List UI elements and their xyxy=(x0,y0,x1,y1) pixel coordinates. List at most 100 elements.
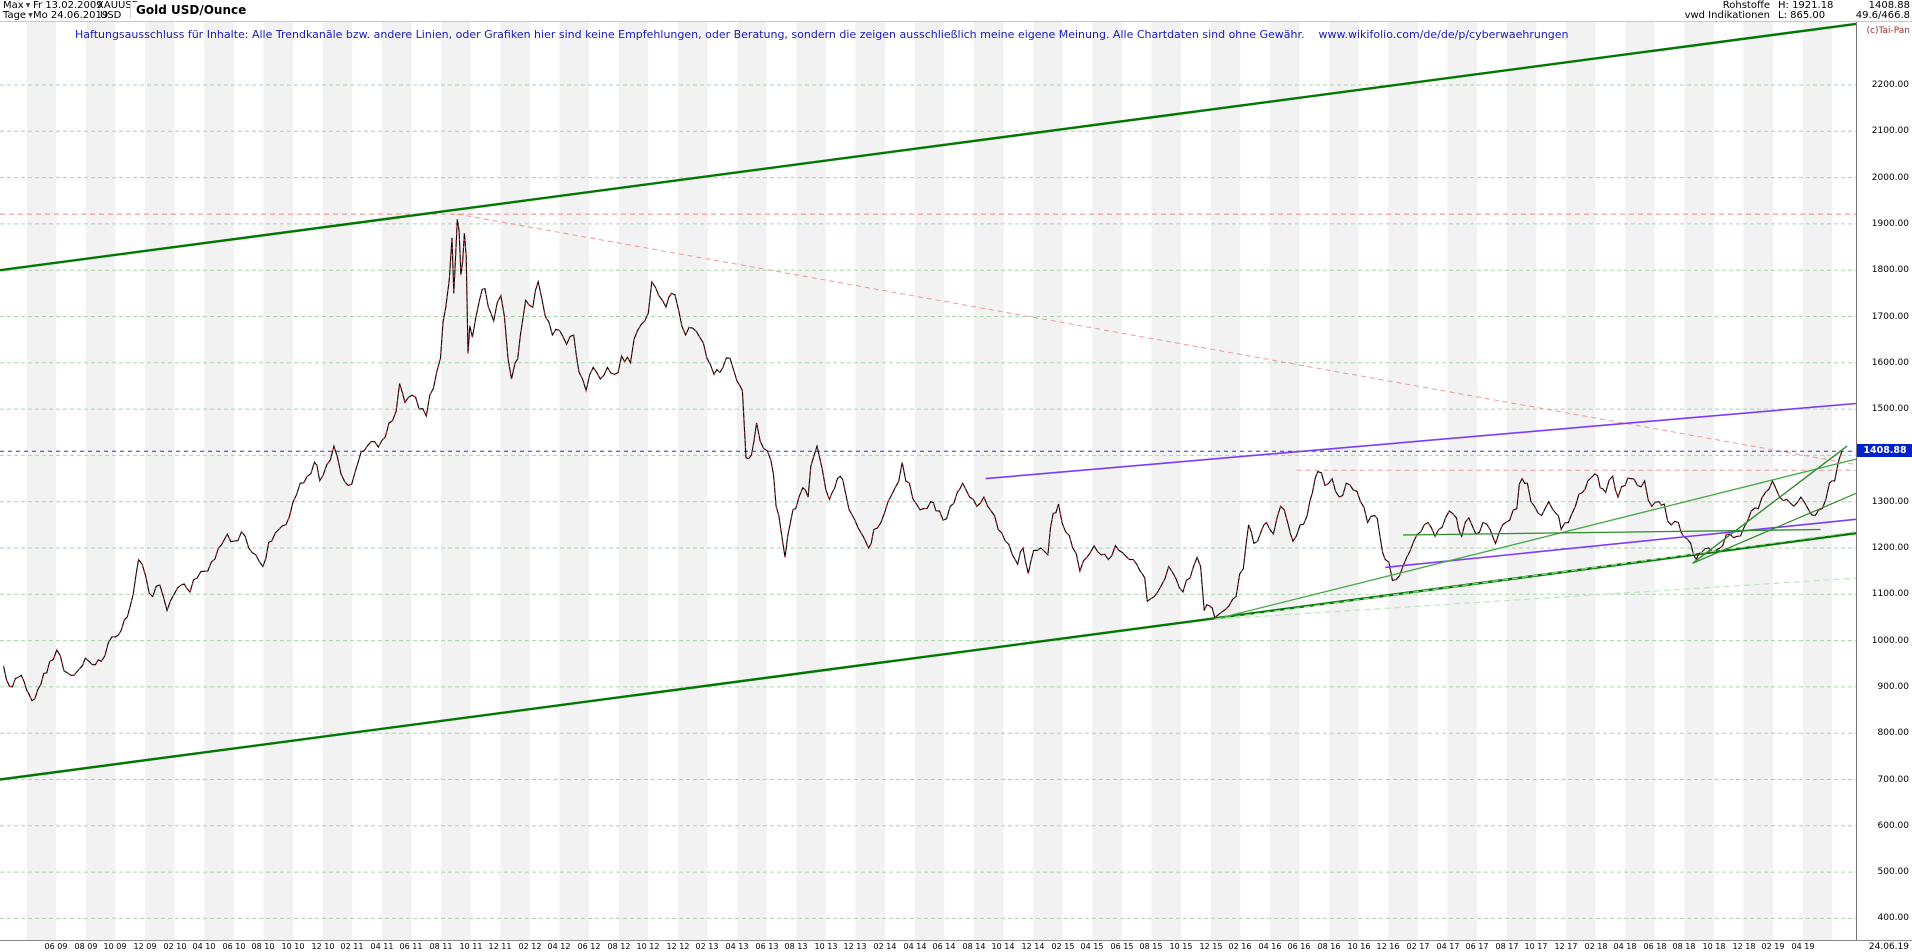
month-stripes xyxy=(26,22,1833,940)
time-axis[interactable]: 24.06.19 06 09 08 09 10 09 12 09 02 10 04 10 0… xyxy=(0,940,1912,952)
chart-title: Gold USD/Ounce xyxy=(130,2,257,18)
range-dropdown[interactable]: Max ▼ xyxy=(3,1,30,11)
x-axis-label: 04 13 xyxy=(725,942,749,951)
x-axis-label: 02 13 xyxy=(695,942,719,951)
x-axis-label: 08 10 xyxy=(251,942,275,951)
trendline-fan-from-2015-low-flat xyxy=(1214,577,1856,620)
chart-area: Haftungsausschluss für Inhalte: Alle Tre… xyxy=(0,22,1912,952)
x-axis-label: 10 18 xyxy=(1702,942,1726,951)
x-axis-label: 06 11 xyxy=(399,942,423,951)
current-price-badge: 1408.88 xyxy=(1857,444,1912,457)
price-series-line xyxy=(3,219,1843,702)
x-axis-label: 10 11 xyxy=(459,942,483,951)
y-axis-label: 600.00 xyxy=(1877,821,1910,831)
stripe-band xyxy=(263,22,294,940)
x-axis-label: 08 09 xyxy=(74,942,98,951)
x-axis-label: 04 14 xyxy=(903,942,927,951)
start-date-field[interactable]: Fr 13.02.2009 xyxy=(33,0,103,11)
x-axis-label: 04 17 xyxy=(1436,942,1460,951)
period-high-label: H: 1921.18 xyxy=(1778,0,1834,11)
stripe-band xyxy=(1269,22,1300,940)
period-low-label: L: 865.00 xyxy=(1778,10,1826,21)
trendline-support-2017 xyxy=(1403,528,1821,536)
gridlines xyxy=(0,84,1856,919)
x-axis-label: 12 10 xyxy=(311,942,335,951)
x-axis-label: 02 18 xyxy=(1584,942,1608,951)
x-axis-label: 10 09 xyxy=(103,942,127,951)
range-dropdown-label: Max xyxy=(3,0,24,11)
x-axis-label: 10 15 xyxy=(1169,942,1193,951)
y-axis-label: 1600.00 xyxy=(1871,358,1909,368)
y-axis-label: 1800.00 xyxy=(1871,265,1909,275)
stripe-band xyxy=(1506,22,1537,940)
trendline-fan-from-2015-low-mid xyxy=(1214,531,1856,620)
x-axis-label: 12 17 xyxy=(1554,942,1578,951)
stripe-band xyxy=(1210,22,1241,940)
x-axis-label: 06 13 xyxy=(755,942,779,951)
x-axis-label: 10 14 xyxy=(991,942,1015,951)
y-axis-label: 1700.00 xyxy=(1871,312,1909,322)
x-axis-label: 12 11 xyxy=(488,942,512,951)
y-axis-label: 1000.00 xyxy=(1871,636,1909,646)
stripe-band xyxy=(1625,22,1655,940)
stripe-band xyxy=(26,22,57,940)
x-axis-label: 10 17 xyxy=(1524,942,1548,951)
stripe-band xyxy=(381,22,412,940)
y-axis-label: 2000.00 xyxy=(1871,173,1909,183)
y-axis-label: 800.00 xyxy=(1877,728,1910,738)
x-axis-label: 06 17 xyxy=(1465,942,1489,951)
x-axis-label: 06 16 xyxy=(1287,942,1311,951)
last-price-label: 1408.88 xyxy=(1868,0,1910,11)
x-axis-label: 08 16 xyxy=(1317,942,1341,951)
x-axis-label: 04 19 xyxy=(1791,942,1815,951)
y-axis-label: 2100.00 xyxy=(1871,126,1909,136)
x-axis-label: 12 12 xyxy=(666,942,690,951)
x-axis-label: 02 17 xyxy=(1406,942,1430,951)
period-dropdown-label: Tage xyxy=(3,10,27,21)
y-axis-label: 500.00 xyxy=(1877,867,1910,877)
chart-header: Max ▼ Fr 13.02.2009 XAUUSD Tage ▼ Mo 24.06… xyxy=(0,0,1912,22)
x-axis-label: 08 17 xyxy=(1495,942,1519,951)
y-axis-label: 1300.00 xyxy=(1871,497,1909,507)
end-date-field[interactable]: Mo 24.06.2019 xyxy=(33,10,109,21)
symbol-label: XAUUSD xyxy=(97,0,140,11)
x-axis-label: 02 19 xyxy=(1761,942,1785,951)
price-axis[interactable]: (c)Tai-Pan 1408.88 2200.00 2100.00 2000.00… xyxy=(1856,22,1912,940)
stripe-band xyxy=(204,22,234,940)
stripe-band xyxy=(914,22,945,940)
chevron-down-icon: ▼ xyxy=(25,2,31,9)
x-axis-label: 12 15 xyxy=(1199,942,1223,951)
price-chart[interactable] xyxy=(0,22,1856,940)
x-axis-label: 06 18 xyxy=(1643,942,1667,951)
x-axis-label: 08 13 xyxy=(784,942,808,951)
trendlines-over xyxy=(985,402,1856,620)
y-axis-label: 900.00 xyxy=(1877,682,1910,692)
x-axis-label: 02 10 xyxy=(163,942,187,951)
x-axis-label: 06 12 xyxy=(577,942,601,951)
y-axis-label: 2200.00 xyxy=(1871,80,1909,90)
last-date-label: 24.06.19 xyxy=(1868,942,1909,952)
x-axis-label: 10 12 xyxy=(636,942,660,951)
stripe-band xyxy=(677,22,708,940)
x-axis-label: 08 18 xyxy=(1672,942,1696,951)
disclaimer-text: Haftungsausschluss für Inhalte: Alle Tre… xyxy=(75,28,1305,41)
indicator-source-label: vwd Indikationen xyxy=(1684,10,1770,21)
x-axis-label: 08 12 xyxy=(607,942,631,951)
stripe-band xyxy=(1033,22,1063,940)
stripe-band xyxy=(85,22,116,940)
indicator-values-label: 49.6/466.8 xyxy=(1855,10,1910,21)
period-dropdown[interactable]: Tage ▼ xyxy=(3,11,33,21)
stripe-band xyxy=(1565,22,1596,940)
stripe-band xyxy=(737,22,767,940)
wikifolio-link[interactable]: www.wikifolio.com/de/de/p/cyberwaehrunge… xyxy=(1318,28,1569,41)
x-axis-label: 06 14 xyxy=(932,942,956,951)
trendline-channel-upper xyxy=(0,22,1856,272)
trendline-breakout-shallow xyxy=(1692,492,1856,564)
x-axis-label: 04 11 xyxy=(370,942,394,951)
stripe-band xyxy=(322,22,353,940)
x-axis-label: 02 11 xyxy=(340,942,364,951)
trendline-breakout-steep xyxy=(1692,445,1848,564)
trendline-violet-resistance xyxy=(985,402,1856,480)
stripe-band xyxy=(559,22,590,940)
category-label: Rohstoffe xyxy=(1722,0,1770,11)
